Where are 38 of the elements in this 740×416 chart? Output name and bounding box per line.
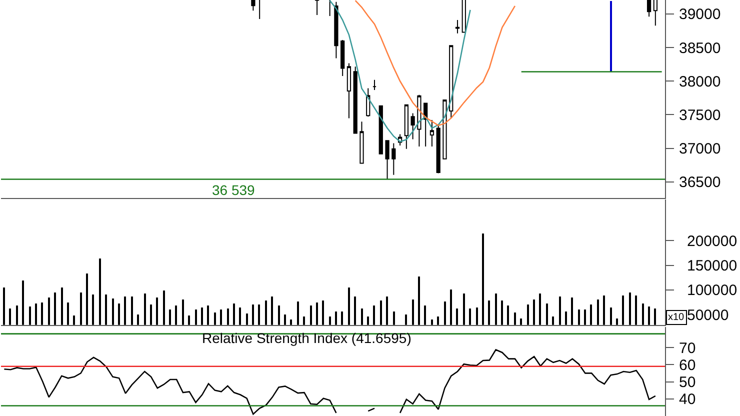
line-series [329, 0, 471, 142]
y-tick-label: 40 [679, 391, 696, 408]
candlestick [385, 140, 390, 180]
candlestick [449, 45, 454, 119]
ref-line-label: 36 539 [212, 182, 256, 198]
candlestick [410, 112, 415, 140]
y-tick-label: 200000 [687, 232, 738, 250]
candlestick [417, 94, 422, 148]
candlestick [430, 119, 434, 148]
candlestick [442, 99, 447, 160]
candlestick [340, 39, 345, 76]
candlestick [366, 88, 370, 118]
chart-title: Relative Strength Index (41.6595) [202, 330, 412, 346]
y-tick-label: 60 [679, 356, 696, 374]
candlestick [392, 142, 396, 176]
candlestick [378, 105, 383, 154]
y-tick-label: 39000 [679, 6, 721, 24]
y-tick-label: 50000 [687, 306, 729, 324]
candlestick [372, 79, 377, 90]
candlestick [334, 1, 338, 59]
y-tick-label: 38500 [679, 40, 721, 57]
candlestick [404, 104, 408, 150]
candlestick [360, 121, 364, 164]
y-tick-label: 36500 [679, 174, 721, 192]
candlestick [353, 66, 358, 134]
y-tick-label: 37500 [679, 106, 721, 124]
text: x10 [668, 312, 685, 323]
candlestick [424, 102, 428, 148]
y-tick-label: 50 [679, 374, 696, 392]
y-tick-label: 38000 [679, 73, 721, 90]
y-tick-label: 70 [679, 340, 696, 357]
candlestick [436, 124, 440, 174]
y-tick-label: 37000 [679, 140, 721, 158]
y-tick-label: 100000 [687, 282, 738, 300]
line-series [354, 0, 516, 126]
candlestick [346, 62, 352, 119]
candlestick [455, 19, 460, 34]
y-tick-label: 150000 [687, 258, 738, 274]
